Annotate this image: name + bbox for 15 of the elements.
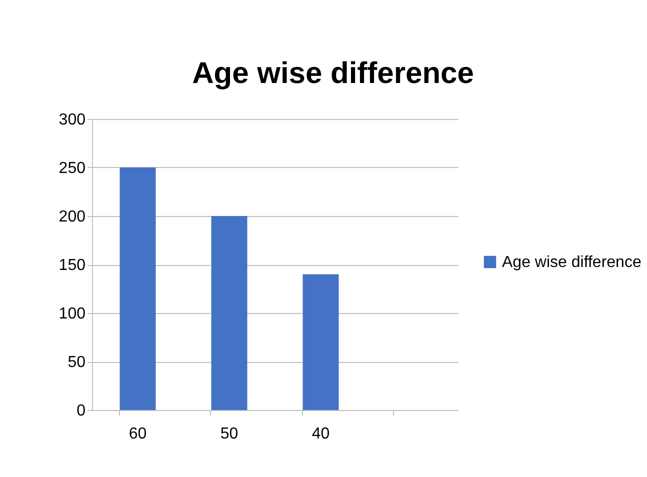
y-tick-label: 250 bbox=[58, 160, 86, 177]
legend-label: Age wise difference bbox=[502, 254, 642, 271]
y-tick-label: 0 bbox=[76, 402, 86, 420]
bar bbox=[302, 274, 339, 410]
x-tick-label: 50 bbox=[220, 426, 238, 442]
y-tick-label: 50 bbox=[68, 354, 86, 371]
y-tick-label: 300 bbox=[58, 112, 86, 128]
x-tick-label: 60 bbox=[128, 426, 147, 442]
chart-title: Age wise difference bbox=[192, 57, 474, 90]
y-tick-label: 150 bbox=[58, 257, 86, 274]
x-tick-label: 40 bbox=[312, 426, 330, 442]
bar bbox=[120, 168, 156, 410]
bar bbox=[211, 216, 248, 410]
y-tick-label: 100 bbox=[58, 306, 86, 322]
y-tick-label: 200 bbox=[58, 208, 86, 226]
